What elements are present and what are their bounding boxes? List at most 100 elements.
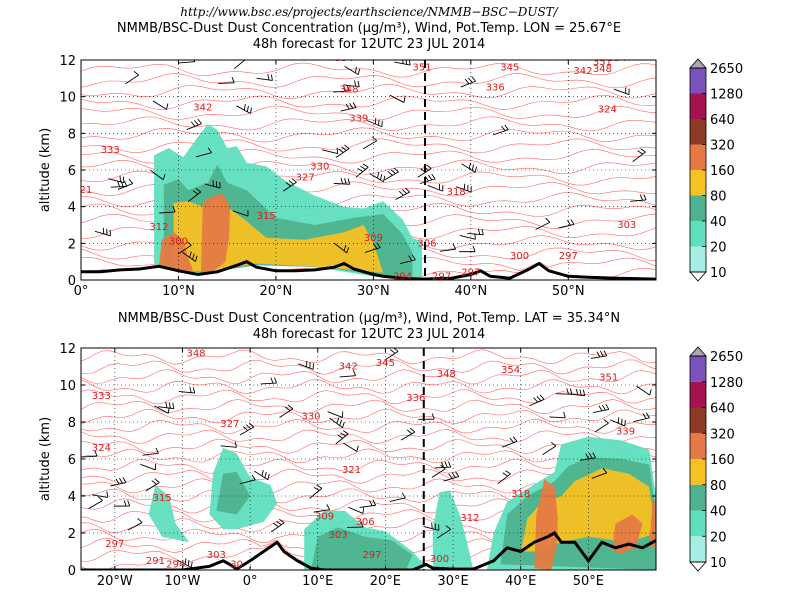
top-wind-barb <box>152 100 169 110</box>
bottom-colorbar-segment <box>690 484 706 511</box>
top-chart-title-line2: 48h forecast for 12UTC 23 JUL 2014 <box>252 37 486 52</box>
bottom-isentrope-342 <box>81 389 656 405</box>
bottom-contour-label: 345 <box>376 358 395 369</box>
bottom-contour-label: 309 <box>315 511 334 522</box>
bottom-wind-barb <box>555 388 573 395</box>
bottom-wind-barb <box>339 369 357 378</box>
bottom-wind-barb <box>549 411 566 419</box>
top-wind-barb <box>218 77 235 84</box>
top-contour-label: 294 <box>393 271 412 282</box>
bottom-chart-title-line1: NMMB/BSC-Dust Dust Concentration (μg/m³)… <box>117 311 621 326</box>
bottom-contour-label: 330 <box>301 411 320 422</box>
top-wind-barb <box>459 245 476 253</box>
bottom-wind-barb <box>590 350 608 359</box>
bottom-wind-barb <box>260 377 278 385</box>
top-contour-label: 342 <box>193 103 212 114</box>
bottom-colorbar-segment <box>690 536 706 562</box>
bottom-x-tick-label: 40°E <box>505 574 536 589</box>
top-wind-barb <box>333 85 350 93</box>
top-contour-label: 306 <box>417 238 436 249</box>
top-wind-barb <box>439 243 457 252</box>
bottom-wind-barb <box>178 386 196 394</box>
top-wind-barb <box>343 80 360 88</box>
top-wind-barb <box>236 104 252 114</box>
bottom-wind-barb <box>140 463 156 471</box>
bottom-wind-barb <box>594 419 609 433</box>
top-wind-barb <box>613 87 630 96</box>
bottom-wind-barb <box>389 492 406 502</box>
bottom-wind-barb <box>327 411 344 418</box>
bottom-colorbar-segment <box>690 381 706 408</box>
top-colorbar-tick-label: 2650 <box>710 62 743 77</box>
top-y-tick-label: 6 <box>68 164 76 179</box>
bottom-colorbar-segment <box>690 356 706 382</box>
top-colorbar-segment <box>690 195 706 221</box>
top-wind-barb <box>384 167 399 181</box>
top-isentrope-342 <box>81 105 656 121</box>
top-colorbar-tick-label: 640 <box>710 113 735 128</box>
top-wind-barb <box>187 188 202 202</box>
top-wind-barb <box>394 60 411 66</box>
bottom-y-axis-label: altitude (km) <box>38 417 53 501</box>
bottom-contour-label: 342 <box>339 362 358 373</box>
top-isentrope-333 <box>81 138 656 154</box>
bottom-wind-barb <box>239 422 255 436</box>
top-wind-barb <box>427 183 444 192</box>
top-wind-barb <box>389 94 406 103</box>
bottom-contour-label: 303 <box>329 530 348 541</box>
top-colorbar-tick-label: 10 <box>710 266 727 281</box>
bottom-wind-barb <box>81 450 98 458</box>
bottom-wind-barb <box>142 447 159 456</box>
bottom-y-tick-label: 10 <box>59 379 76 394</box>
bottom-wind-barb <box>497 470 511 485</box>
bottom-isentrope-330 <box>81 429 656 445</box>
top-terrain-line <box>81 260 656 280</box>
bottom-contour-label: 303 <box>207 550 226 561</box>
bottom-contour-label: 294 <box>166 559 185 570</box>
bottom-wind-barb <box>343 442 359 452</box>
bottom-y-tick-label: 12 <box>59 342 76 357</box>
bottom-plot-area: 348 342 345 348 354 351 333 327 330 336 339 324 321 3… <box>81 348 656 570</box>
top-isentrope-348 <box>81 83 656 100</box>
bottom-colorbar-tick-label: 10 <box>710 556 727 571</box>
top-wind-barb <box>125 71 140 85</box>
top-wind-barb <box>419 173 436 185</box>
top-contour-label: 297 <box>559 251 578 262</box>
top-colorbar: 2650 1280 640 320 160 80 40 20 10 <box>689 58 743 282</box>
bottom-x-tick-label: 10°W <box>165 574 201 589</box>
top-contour-label: 327 <box>296 172 315 183</box>
top-x-tick-label: 20°N <box>260 284 293 299</box>
top-colorbar-tick-label: 80 <box>710 190 727 205</box>
top-dust-area-3 <box>159 232 194 271</box>
bottom-wind-barb <box>591 467 608 479</box>
bottom-wind-barb <box>434 461 452 469</box>
top-contour-label: 351 <box>413 62 432 73</box>
bottom-wind-barb <box>443 471 460 482</box>
bottom-contour-label: 339 <box>616 426 635 437</box>
top-wind-barb <box>94 227 111 237</box>
top-wind-barb <box>159 206 176 214</box>
bottom-wind-barb <box>110 477 127 487</box>
top-contour-label: 324 <box>598 105 617 116</box>
top-colorbar-segment <box>690 221 706 247</box>
bottom-dust-area-11 <box>649 497 656 548</box>
bottom-wind-barb <box>176 558 193 568</box>
bottom-colorbar-tick-label: 40 <box>710 505 727 520</box>
bottom-wind-barb <box>335 430 349 445</box>
top-wind-barb <box>460 76 476 88</box>
bottom-colorbar-segment <box>690 459 706 485</box>
bottom-wind-barb <box>437 525 451 539</box>
bottom-isentrope-351 <box>81 359 656 375</box>
bottom-wind-barb <box>309 484 323 499</box>
top-wind-barb <box>186 118 202 131</box>
top-wind-barb <box>150 169 166 181</box>
bottom-wind-barb <box>91 491 109 498</box>
bottom-contour-label: 348 <box>437 369 456 380</box>
top-wind-barb <box>204 180 221 189</box>
bottom-contour-label: 315 <box>153 493 172 504</box>
top-wind-barb <box>395 187 411 200</box>
bottom-x-tick-label: 20°W <box>97 574 133 589</box>
top-wind-barb <box>558 219 575 229</box>
